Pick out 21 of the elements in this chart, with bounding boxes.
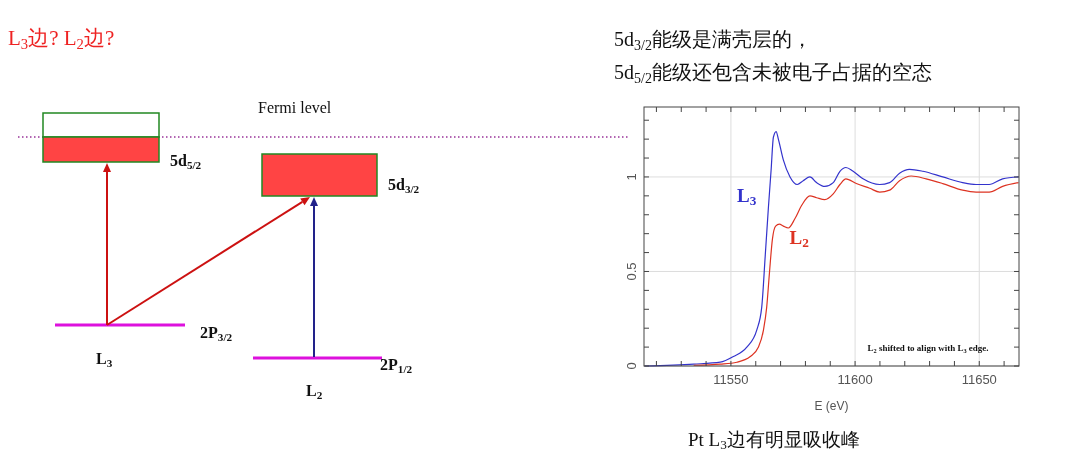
series-label: L$_{3}$ [737,185,757,209]
text: L$_{2}$ [306,382,323,401]
x-axis-title: E (eV) [814,399,849,413]
annotation: L$_{2}$ shifted to align with L$_{3}$ edge. [867,343,989,354]
text: 2P$_{1/2}$ [380,356,413,375]
text: L$_{3}$ [96,350,113,369]
x-tick-label: 11600 [837,372,873,387]
x-tick-label: 11550 [713,372,749,387]
text: 5d$_{3/2}$ [388,176,420,195]
y-tick-label: 0.5 [624,262,639,281]
text: L$_{3}$边? L$_{2}$边? [8,26,115,52]
text: 5d$_{5/2}$ [170,152,202,171]
x-tick-label: 11650 [961,372,997,387]
y-tick-label: 0 [624,362,639,370]
text: Pt L$_{3}$边有明显吸收峰 [688,429,860,453]
text: 2P$_{3/2}$ [200,324,233,343]
chart-subtitle: 5d$_{5/2}$能级还包含未被电子占据的空态 [614,61,932,86]
text: Fermi level [258,99,332,116]
y-tick-label: 1 [624,173,639,181]
chart-title: 5d$_{3/2}$能级是满壳层的， [614,28,812,53]
series-label: L$_{2}$ [789,227,810,251]
